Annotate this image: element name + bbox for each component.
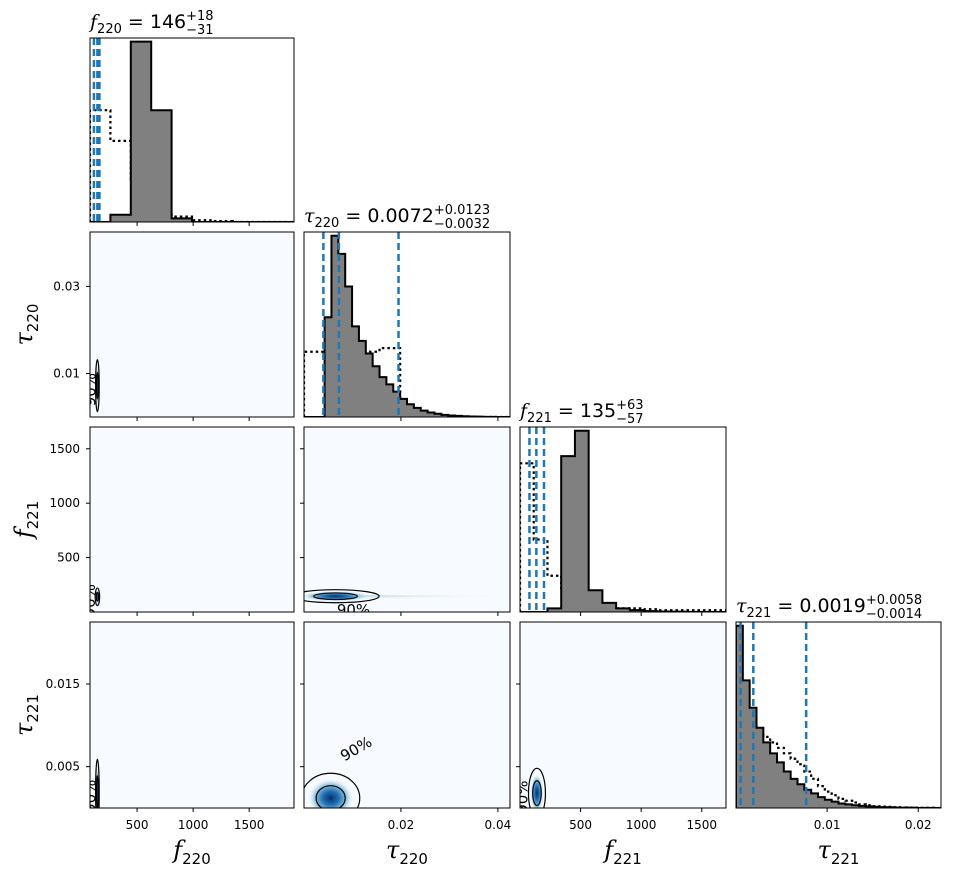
density-peak bbox=[307, 778, 354, 808]
hist-tau221 bbox=[736, 622, 941, 808]
posterior-fill-f221 bbox=[520, 430, 726, 612]
hist-f221 bbox=[520, 427, 726, 612]
title-minus-tau220: −0.0032 bbox=[434, 217, 490, 232]
x-axis-label-f221: f221 bbox=[602, 836, 642, 868]
title-f221: f221 = 135+63 bbox=[518, 398, 644, 426]
density-panel-f220-tau220 bbox=[90, 232, 294, 417]
x-tick-label-f221: 1500 bbox=[686, 818, 717, 832]
contour-label-90: 90% bbox=[81, 780, 99, 813]
x-axis-label-f220: f220 bbox=[171, 836, 211, 868]
contour-label-90: 90% bbox=[81, 584, 99, 617]
x-axis-label-tau221: τ221 bbox=[818, 836, 860, 868]
panel-frame-1-1 bbox=[303, 231, 511, 418]
contour-label-90: 90% bbox=[81, 373, 99, 406]
density-tail bbox=[335, 595, 506, 598]
x-axis-label-tau220: τ220 bbox=[386, 836, 428, 868]
panel-frame-2-2 bbox=[519, 426, 727, 613]
contours-tau220-f221: 90% bbox=[304, 589, 380, 619]
x-tick-label-f220: 500 bbox=[126, 818, 149, 832]
posterior-fill-tau220 bbox=[304, 235, 510, 417]
posterior-fill-f220 bbox=[90, 41, 294, 222]
x-tick-label-tau220: 0.04 bbox=[485, 818, 512, 832]
density-background bbox=[90, 622, 294, 808]
x-tick-label-tau221: 0.02 bbox=[905, 818, 932, 832]
x-tick-label-f220: 1500 bbox=[234, 818, 265, 832]
panel-frame-3-0 bbox=[89, 621, 295, 809]
title-f220: f220 = 146+18 bbox=[88, 9, 214, 37]
density-panel-tau220-f221 bbox=[304, 427, 510, 612]
contours-f220-tau220: 90% bbox=[81, 358, 100, 413]
contour-outer bbox=[95, 358, 100, 413]
prior-hist-f221 bbox=[520, 462, 726, 612]
title-tau221: τ221 = 0.0019+0.0058 bbox=[736, 593, 922, 621]
y-tick-label-f221: 1000 bbox=[49, 496, 80, 510]
x-tick-label-f220: 1000 bbox=[178, 818, 209, 832]
contours-f221-tau221: 90% bbox=[514, 767, 547, 813]
density-background bbox=[90, 427, 294, 612]
contours-f220-f221: 90% bbox=[81, 584, 101, 617]
density-panel-f221-tau221 bbox=[520, 622, 726, 808]
panel-frame-3-1 bbox=[303, 621, 511, 809]
posterior-outline-f221 bbox=[520, 429, 726, 612]
y-tick-label-f221: 500 bbox=[57, 551, 80, 565]
contour-inner bbox=[532, 780, 542, 807]
contour-inner bbox=[95, 775, 99, 808]
panel-frame-3-3 bbox=[735, 621, 942, 809]
title-minus-f220: −31 bbox=[186, 23, 213, 38]
posterior-outline-tau221 bbox=[736, 624, 941, 808]
density-panel-f220-f221 bbox=[90, 427, 294, 612]
panel-frame-1-0 bbox=[89, 231, 295, 418]
contour-inner bbox=[95, 371, 99, 400]
contour-inner bbox=[313, 592, 358, 601]
x-tick-label-tau220: 0.02 bbox=[388, 818, 415, 832]
contour-inner bbox=[315, 785, 346, 808]
contour-outer bbox=[304, 772, 361, 808]
y-tick-label-tau221: 0.005 bbox=[46, 760, 80, 774]
prior-hist-f220 bbox=[90, 109, 294, 222]
title-minus-f221: −57 bbox=[616, 412, 643, 427]
panel-frame-3-2 bbox=[519, 621, 727, 809]
y-tick-label-tau220: 0.03 bbox=[53, 279, 80, 293]
panel-frame-2-0 bbox=[89, 426, 295, 613]
hist-f220 bbox=[90, 38, 294, 222]
contour-outer bbox=[94, 587, 101, 607]
y-tick-label-tau221: 0.015 bbox=[46, 677, 80, 691]
contour-outer bbox=[527, 767, 547, 808]
density-panel-f220-tau221 bbox=[90, 622, 294, 808]
x-tick-label-f221: 500 bbox=[569, 818, 592, 832]
density-background bbox=[304, 427, 510, 612]
x-tick-label-f221: 1000 bbox=[626, 818, 657, 832]
x-tick-label-tau221: 0.01 bbox=[814, 818, 841, 832]
title-minus-tau221: −0.0014 bbox=[866, 607, 922, 622]
hist-tau220 bbox=[304, 232, 510, 417]
contours-f220-tau221: 90% bbox=[81, 758, 100, 813]
posterior-outline-tau220 bbox=[304, 234, 510, 417]
y-tick-label-tau220: 0.01 bbox=[53, 366, 80, 380]
contour-label-90: 90% bbox=[514, 780, 532, 813]
y-tick-label-f221: 1500 bbox=[49, 442, 80, 456]
contour-outer bbox=[304, 589, 380, 604]
density-panel-tau220-tau221 bbox=[304, 622, 510, 808]
y-axis-label-tau221: τ221 bbox=[10, 694, 42, 736]
posterior-outline-f220 bbox=[90, 40, 294, 222]
density-background bbox=[90, 232, 294, 417]
contour-outer bbox=[95, 758, 100, 808]
y-axis-label-f221: f221 bbox=[10, 501, 42, 541]
panel-frame-2-1 bbox=[303, 426, 511, 613]
title-tau220: τ220 = 0.0072+0.0123 bbox=[304, 203, 490, 231]
posterior-fill-tau221 bbox=[736, 625, 941, 808]
density-background bbox=[304, 622, 510, 808]
density-background bbox=[520, 622, 726, 808]
contour-label-90: 90% bbox=[337, 601, 370, 619]
y-axis-label-tau220: τ220 bbox=[10, 304, 42, 346]
panel-frame-0-0 bbox=[89, 37, 295, 223]
contour-inner bbox=[95, 591, 100, 602]
